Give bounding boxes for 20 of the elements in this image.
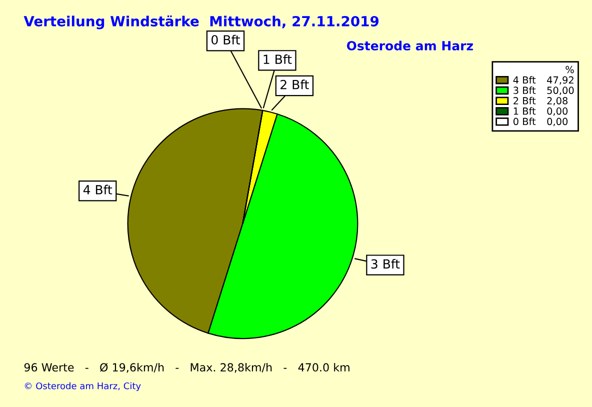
text: 0,00 (547, 118, 568, 126)
slice-label: 2 Bft (280, 80, 309, 90)
chart-subtitle: Osterode am Harz (346, 40, 473, 50)
legend-label: 1 Bft (514, 107, 536, 115)
data-label: 50,00 (547, 86, 574, 96)
text: 0,00 (547, 107, 568, 116)
slice-label: 4 Bft (83, 184, 112, 194)
data-label: 47,92 (547, 76, 574, 85)
text: © Osterode am Harz, City (24, 382, 141, 392)
legend-title: % (566, 66, 574, 74)
legend-label: 4 Bft (513, 76, 536, 84)
text: 96 Werte - Ø 19,6km/h - Max. 28,8km/h - 470.0 km (24, 362, 350, 373)
category-label: 0 Bft (212, 34, 240, 45)
slice-label: 3 Bft (371, 259, 400, 269)
legend-label: 2 Bft (514, 96, 536, 104)
legend-label: 3 Bft (514, 86, 536, 94)
chart-title: Verteilung Windstärke Mittwoch, 27.11.2019 (24, 16, 379, 30)
category-label: 1 Bft (264, 54, 292, 64)
data-label: 2,08 (547, 97, 568, 106)
legend-label: 0 Bft (513, 118, 536, 126)
